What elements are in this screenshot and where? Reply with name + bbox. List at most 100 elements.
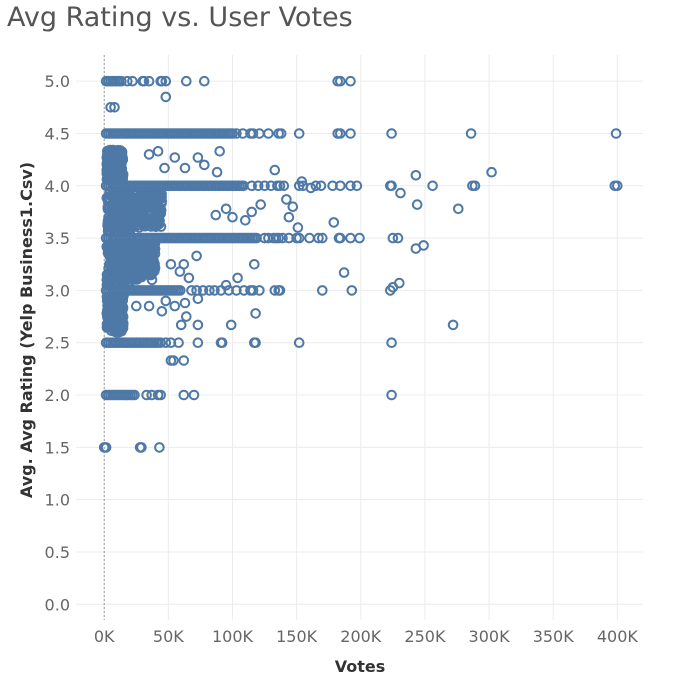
data-point [273,232,285,244]
data-point [130,239,141,251]
data-point [263,128,274,139]
data-point [155,389,166,401]
data-point [169,300,181,312]
data-point [159,162,170,174]
data-point [199,159,210,171]
data-point [293,128,305,139]
data-point [447,319,459,331]
data-point [101,152,113,163]
data-point [386,128,397,139]
data-point [131,300,142,312]
y-tick-label: 2.5 [45,334,70,353]
data-point [174,266,186,277]
x-tick-label: 150K [276,627,318,646]
data-point [214,146,225,157]
data-point [116,223,128,234]
data-point [394,277,405,289]
data-point [465,128,477,139]
data-point [249,259,260,270]
data-point [269,164,281,176]
y-axis-ticks: 0.0 0.5 1.0 1.5 2.0 2.5 3.0 3.5 4.0 4.5 5.0 [45,72,70,614]
data-point [387,232,399,244]
data-point [127,75,138,87]
data-point [115,247,126,258]
data-point [346,285,358,296]
data-point [240,215,251,226]
data-point [106,291,117,303]
y-tick-label: 0.5 [45,543,70,562]
data-point [168,355,179,366]
data-point [354,232,365,244]
data-point [122,75,133,87]
data-point [138,75,150,87]
data-points [98,75,623,453]
data-point [317,232,328,244]
data-point [125,201,136,212]
data-point [386,180,397,192]
data-point [453,203,464,215]
data-point [111,204,123,216]
data-point [335,128,346,139]
x-axis-ticks: 0K 50K 100K 150K 200K 250K 300K 350K 400K [94,627,638,646]
data-point [156,306,168,317]
data-point [278,180,290,192]
data-point [152,146,164,157]
data-point [328,217,340,228]
data-point [211,166,223,178]
data-point [105,163,116,175]
data-point [204,285,215,296]
data-point [105,102,116,113]
data-point [155,337,166,349]
data-point [313,232,324,244]
data-point [188,389,200,401]
data-point [255,199,267,210]
data-point [305,182,317,194]
data-point [127,253,138,265]
data-point [178,355,190,366]
data-point [173,337,184,349]
data-point [152,192,164,203]
data-point [127,273,138,284]
data-point [269,285,281,296]
data-point [287,201,299,212]
data-point [199,75,210,87]
data-point [149,248,161,260]
data-point [154,442,165,453]
data-point [227,211,238,223]
data-point [395,187,406,199]
data-point [112,186,123,197]
data-point [117,322,129,334]
data-point [345,128,356,139]
x-tick-label: 300K [469,627,511,646]
data-point [392,232,404,244]
data-point [160,295,172,307]
data-point [247,128,259,139]
data-point [486,166,497,178]
y-tick-label: 0.0 [45,595,70,614]
y-tick-label: 4.0 [45,177,70,196]
data-point [292,222,304,233]
data-point [146,207,157,218]
data-point [246,180,257,192]
data-point [108,169,119,181]
data-point [227,128,238,139]
data-point [113,172,125,183]
data-point [210,209,222,221]
data-point [274,285,286,296]
data-point [179,162,191,174]
data-point [105,225,117,237]
data-point [100,442,112,453]
data-point [293,337,305,349]
data-point [338,267,350,278]
data-point [109,102,120,113]
y-tick-label: 5.0 [45,72,70,91]
y-tick-label: 1.5 [45,438,70,457]
data-point [386,389,397,401]
data-point [192,293,204,305]
data-point [160,91,172,103]
data-point [220,279,232,291]
data-point [186,285,197,296]
data-point [317,285,328,296]
data-point [136,442,147,453]
y-tick-label: 1.0 [45,491,70,510]
